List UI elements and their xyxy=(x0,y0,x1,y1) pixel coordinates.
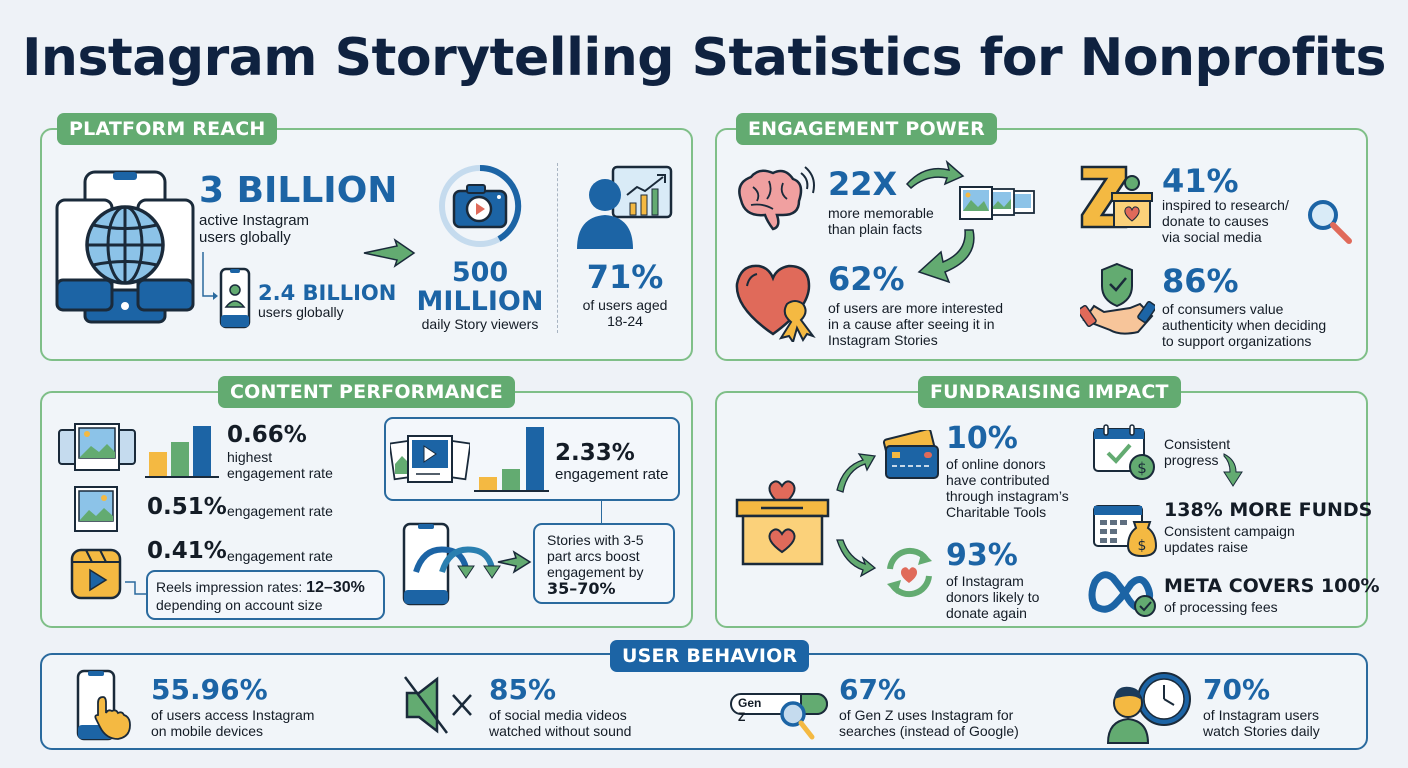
stories-connector xyxy=(601,501,602,523)
handshake-shield-icon xyxy=(1080,262,1155,337)
calendar-moneybag-icon: $ xyxy=(1092,500,1158,558)
meta-logo-icon xyxy=(1087,568,1159,618)
credit-card-icon xyxy=(882,430,942,480)
recurring-heart-icon xyxy=(882,545,937,600)
stories-daily-value: 70% xyxy=(1203,673,1271,706)
image-desc: engagement rate xyxy=(227,503,333,519)
inspired-desc: inspired to research/ donate to causes v… xyxy=(1162,197,1289,245)
story-viewers-value: 500 MILLION xyxy=(416,257,544,317)
curved-arrow-down-icon xyxy=(915,228,980,288)
curved-arrow-icon xyxy=(905,160,965,190)
magnifier-icon xyxy=(1305,197,1353,245)
stories-value: 2.33% xyxy=(555,440,635,466)
image-value: 0.51% xyxy=(147,494,227,520)
carousel-value: 0.66% xyxy=(227,422,307,448)
arcs-note-value: 35–70% xyxy=(547,579,616,598)
reach-3-billion-value: 3 BILLION xyxy=(199,170,398,211)
mobile-value: 55.96% xyxy=(151,673,268,706)
camera-play-icon xyxy=(437,163,523,249)
reels-note-text: Reels impression rates: xyxy=(156,579,303,595)
story-viewers-desc: daily Story viewers xyxy=(421,316,539,332)
reels-note-value: 12–30% xyxy=(306,579,365,596)
stories-video-icon xyxy=(390,434,470,484)
arcs-note-box: Stories with 3-5 part arcs boost engagem… xyxy=(533,523,675,604)
reels-note-box: Reels impression rates: 12–30% depending… xyxy=(146,570,385,620)
reels-icon xyxy=(70,548,122,600)
stories-desc: engagement rate xyxy=(555,466,669,483)
image-icon xyxy=(74,486,118,532)
person-chart-icon xyxy=(575,165,675,250)
inspired-value: 41% xyxy=(1162,162,1239,200)
mobile-desc: of users access Instagram on mobile devi… xyxy=(151,707,315,739)
svg-text:$: $ xyxy=(1138,538,1147,554)
engagement-power-header: ENGAGEMENT POWER xyxy=(736,113,997,145)
divider-dashed xyxy=(557,163,558,333)
genz-value: 67% xyxy=(839,673,907,706)
heart-ribbon-icon xyxy=(733,262,818,342)
person-clock-icon xyxy=(1106,669,1192,744)
carousel-icon xyxy=(57,422,137,472)
phone-user-icon xyxy=(219,267,251,329)
reels-value: 0.41% xyxy=(147,538,227,564)
genz-donation-box-icon xyxy=(1080,165,1155,230)
no-sound-value: 85% xyxy=(489,673,557,706)
carousel-desc: highest engagement rate xyxy=(227,449,333,481)
phones-globe-icon xyxy=(55,170,195,325)
more-funds-desc: Consistent campaign updates raise xyxy=(1164,523,1295,555)
platform-reach-header: PLATFORM REACH xyxy=(57,113,278,145)
genz-desc: of Gen Z uses Instagram for searches (in… xyxy=(839,707,1019,739)
memorable-value: 22X xyxy=(828,165,898,203)
donation-box-icon xyxy=(735,472,830,567)
reach-3-billion-desc: active Instagram users globally xyxy=(199,212,310,246)
authenticity-desc: of consumers value authenticity when dec… xyxy=(1162,301,1327,349)
arrow-down-right-icon xyxy=(833,538,878,583)
donate-again-value: 93% xyxy=(946,538,1018,573)
phone-arcs-icon xyxy=(402,522,532,607)
reach-2-4-billion-desc: users globally xyxy=(258,304,344,320)
engagement-power-panel xyxy=(715,128,1368,361)
consistent-progress-label: Consistent progress xyxy=(1164,436,1231,468)
meta-covers-desc: of processing fees xyxy=(1164,599,1278,615)
calendar-check-icon: $ xyxy=(1092,423,1157,481)
bar-chart-icon-small xyxy=(145,424,220,479)
aged-18-24-desc: of users aged 18-24 xyxy=(582,297,668,329)
stories-daily-desc: of Instagram users watch Stories daily xyxy=(1203,707,1320,739)
photos-icon xyxy=(958,185,1036,221)
muted-speaker-icon xyxy=(403,675,478,735)
reels-connector xyxy=(125,580,150,596)
online-donors-value: 10% xyxy=(946,421,1018,456)
green-arrow-icon xyxy=(362,238,417,268)
interested-value: 62% xyxy=(828,260,905,298)
aged-18-24-value: 71% xyxy=(586,258,664,296)
online-donors-desc: of online donors have contributed throug… xyxy=(946,456,1069,520)
bar-chart-icon-large xyxy=(474,425,549,493)
reels-desc: engagement rate xyxy=(227,548,333,564)
brain-icon xyxy=(733,165,818,235)
genz-search-label: Gen Z xyxy=(738,696,762,724)
memorable-desc: more memorable than plain facts xyxy=(828,205,934,237)
fundraising-impact-header: FUNDRAISING IMPACT xyxy=(918,376,1181,408)
meta-covers-value: META COVERS 100% xyxy=(1164,575,1380,597)
reels-note-text2: depending on account size xyxy=(156,597,323,613)
no-sound-desc: of social media videos watched without s… xyxy=(489,707,632,739)
arrow-up-right-icon xyxy=(833,448,878,493)
interested-desc: of users are more interested in a cause … xyxy=(828,300,1004,348)
connector-arrow xyxy=(200,252,220,302)
authenticity-value: 86% xyxy=(1162,262,1239,300)
phone-tap-icon xyxy=(76,669,138,741)
donate-again-desc: of Instagram donors likely to donate aga… xyxy=(946,573,1040,621)
user-behavior-header: USER BEHAVIOR xyxy=(610,640,810,672)
reach-2-4-billion-value: 2.4 BILLION xyxy=(258,281,397,305)
more-funds-value: 138% MORE FUNDS xyxy=(1164,499,1373,521)
content-performance-header: CONTENT PERFORMANCE xyxy=(218,376,515,408)
page-title: Instagram Storytelling Statistics for No… xyxy=(22,28,1386,88)
down-arrow-icon xyxy=(1222,452,1246,488)
svg-text:$: $ xyxy=(1137,459,1147,477)
